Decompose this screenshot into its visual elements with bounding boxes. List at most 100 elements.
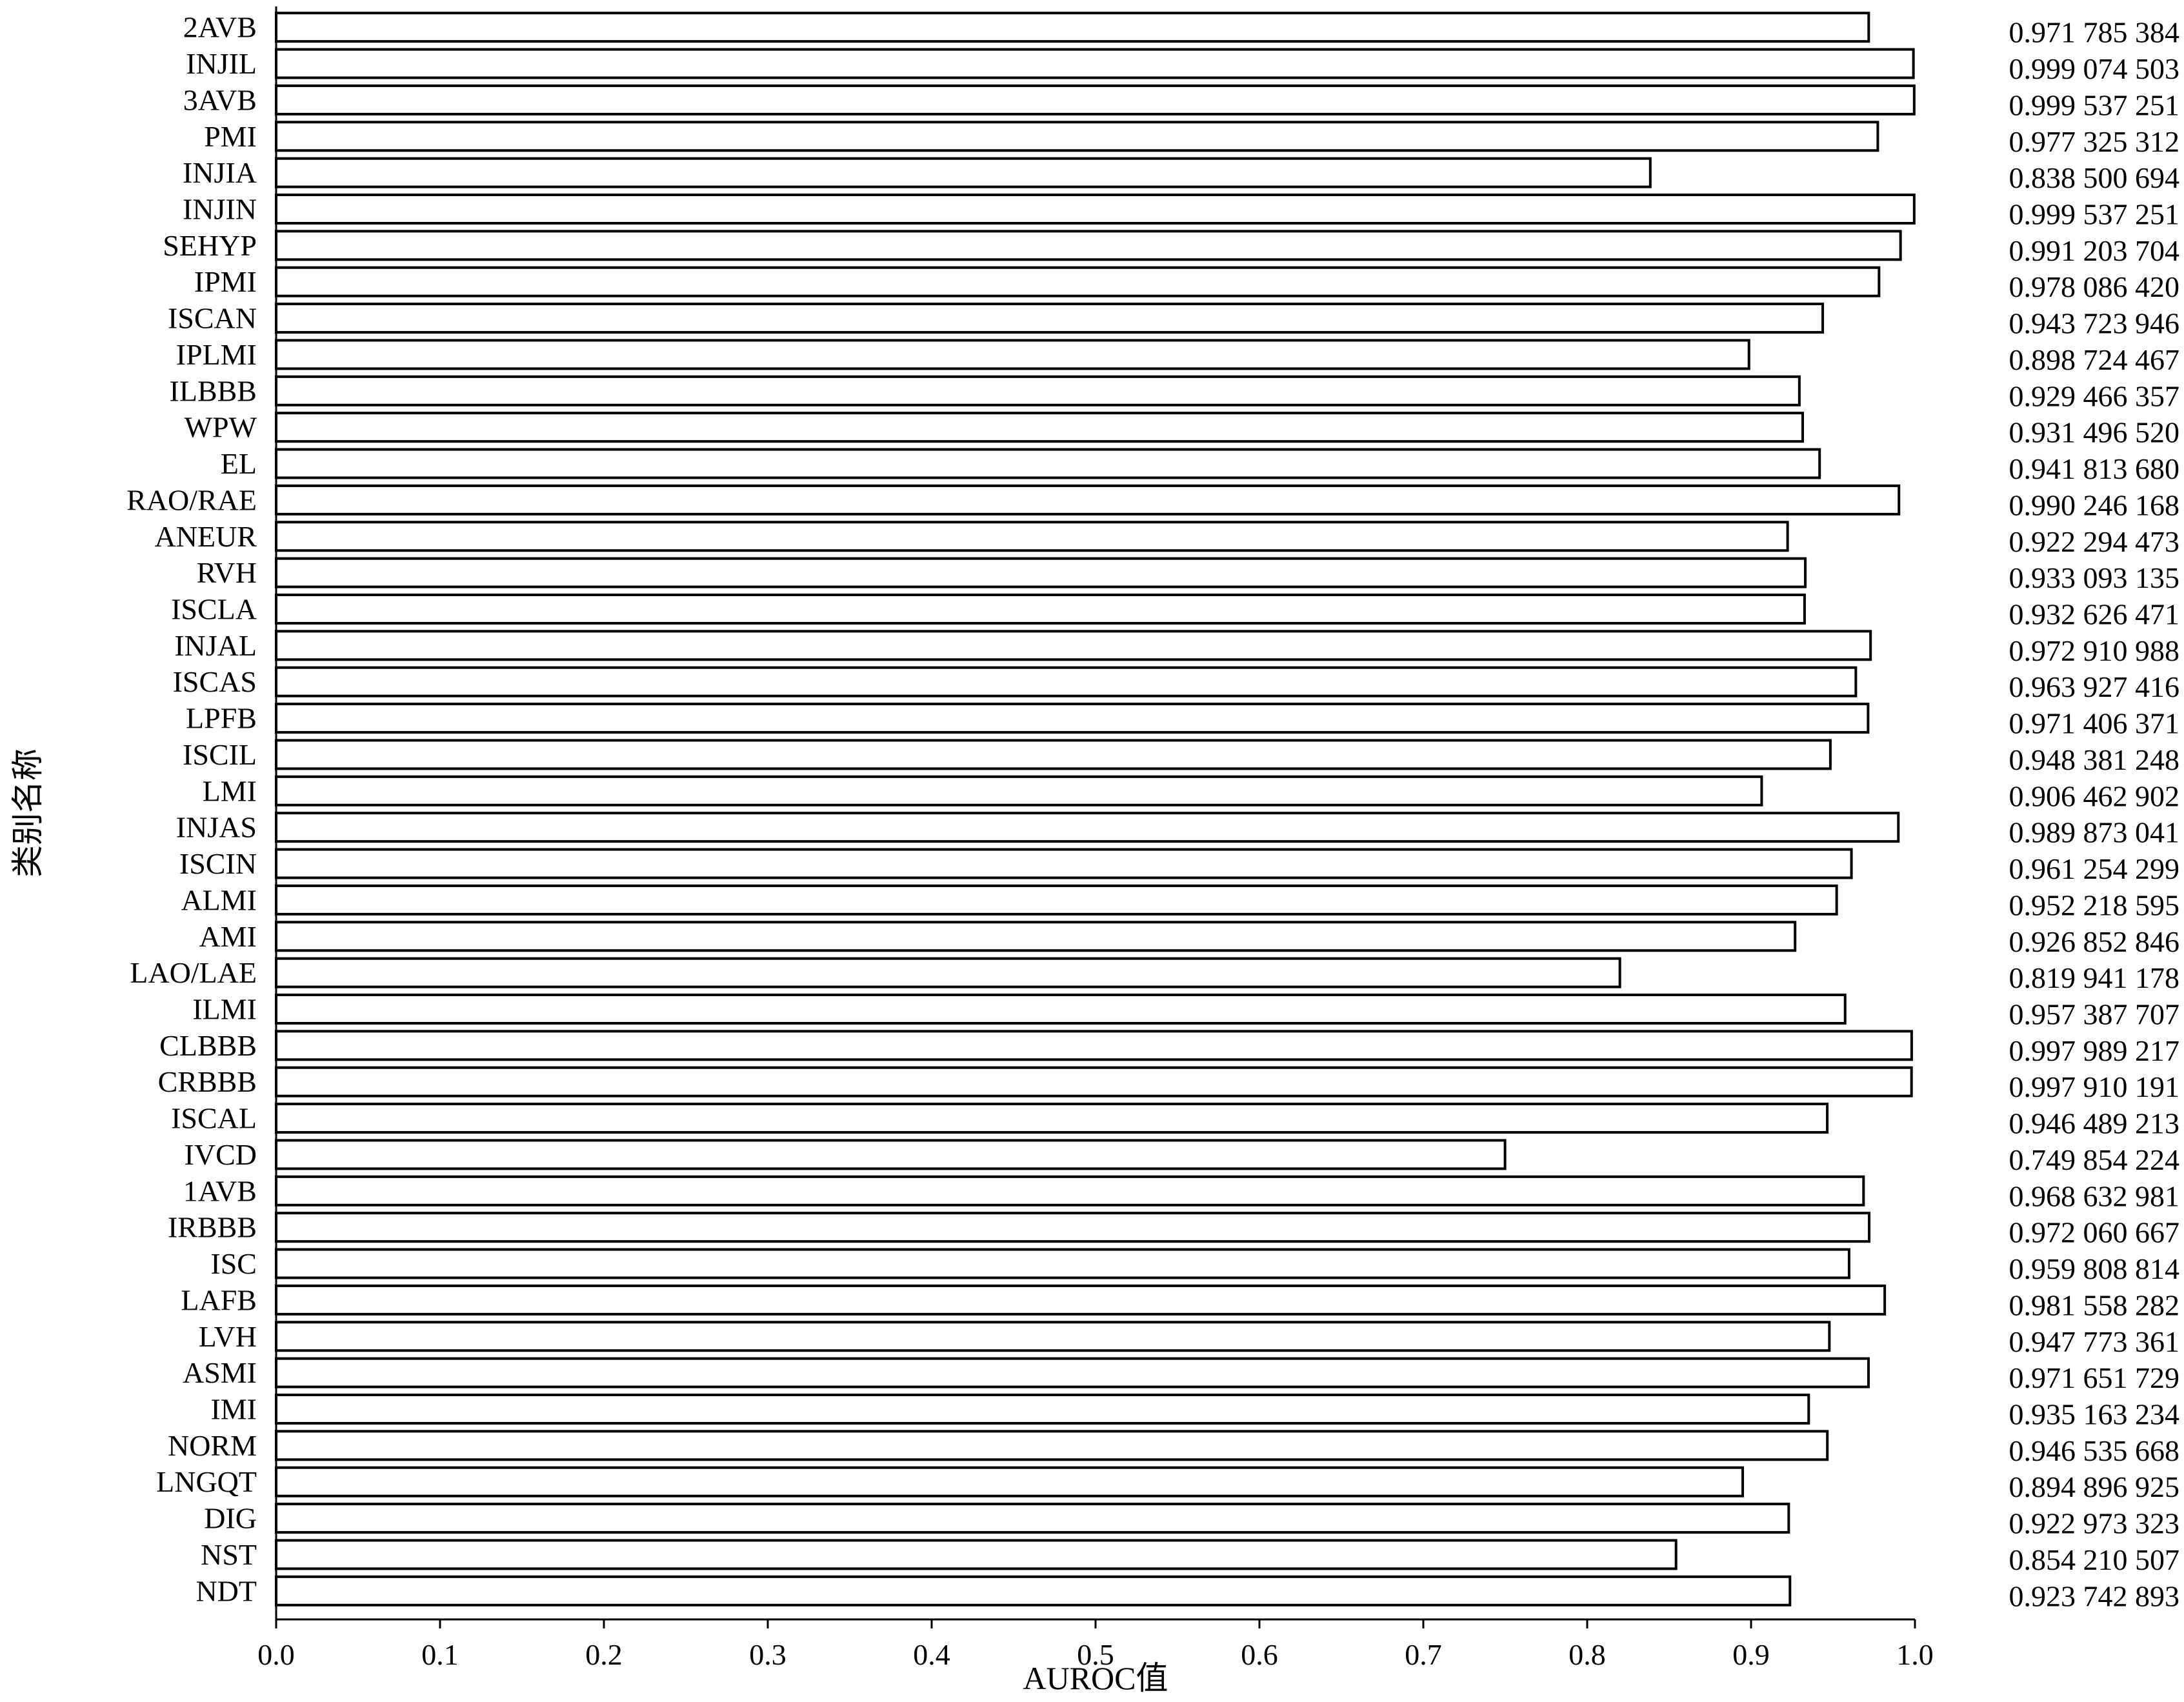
bar (275, 1030, 1913, 1061)
x-tick-label: 0.3 (749, 1638, 786, 1671)
x-tick-label: 0.2 (585, 1638, 623, 1671)
bar (275, 12, 1870, 43)
bar (275, 557, 1807, 588)
x-tick-label: 0.6 (1241, 1638, 1278, 1671)
x-tick-label: 0.8 (1568, 1638, 1606, 1671)
category-label: IMI (210, 1393, 257, 1426)
x-tick-label: 0.5 (1077, 1638, 1114, 1671)
category-label: ALMI (181, 883, 257, 916)
bar (275, 812, 1900, 843)
bar (275, 594, 1806, 625)
x-axis: 0.0 0.1 0.2 0.3 0.4 0.5 0.6 0.7 0.8 0.9 1.0 (257, 6, 1934, 1671)
value-label: 0.977 325 312 (2009, 125, 2180, 158)
category-label: RVH (197, 556, 257, 589)
bar (275, 48, 1915, 79)
bar (275, 957, 1621, 988)
value-label: 0.978 086 420 (2009, 270, 2180, 303)
category-label: 1AVB (183, 1174, 257, 1207)
bar (275, 157, 1652, 188)
value-label: 0.971 785 384 (2009, 16, 2180, 49)
category-label: ILBBB (170, 374, 257, 407)
bar (275, 121, 1879, 152)
bar (275, 1430, 1829, 1461)
category-label: CLBBB (159, 1029, 257, 1062)
category-label: ISCAL (171, 1102, 257, 1135)
category-label: ISCIN (179, 847, 257, 880)
value-label: 0.961 254 299 (2009, 852, 2180, 885)
bar (275, 921, 1797, 952)
value-label: 0.894 896 925 (2009, 1470, 2180, 1503)
bar (275, 375, 1801, 406)
bar (275, 1103, 1829, 1134)
x-tick-label: 0.7 (1405, 1638, 1442, 1671)
category-label: DIG (204, 1502, 257, 1535)
value-label: 0.972 060 667 (2009, 1216, 2180, 1249)
value-label: 0.946 489 213 (2009, 1107, 2180, 1140)
bar (275, 1248, 1850, 1279)
bar (275, 1575, 1792, 1607)
category-label: PMI (204, 120, 257, 153)
category-label: LNGQT (156, 1465, 257, 1498)
value-label: 0.906 462 902 (2009, 779, 2180, 812)
value-label: 0.963 927 416 (2009, 670, 2180, 703)
category-label: INJIL (186, 47, 257, 80)
bar (275, 303, 1825, 334)
category-label: IRBBB (168, 1211, 257, 1244)
bar (275, 230, 1902, 261)
value-label: 0.941 813 680 (2009, 452, 2180, 485)
category-label: ISCAS (173, 665, 257, 698)
value-label: 0.947 773 361 (2009, 1325, 2180, 1358)
category-label: EL (221, 447, 257, 480)
category-label: 3AVB (183, 83, 257, 116)
bar (275, 630, 1872, 661)
x-tick-label: 0.1 (421, 1638, 459, 1671)
bar (275, 448, 1821, 479)
value-label: 0.922 294 473 (2009, 525, 2180, 558)
bar (275, 412, 1805, 443)
value-label: 0.819 941 178 (2009, 961, 2180, 994)
bar (275, 1175, 1865, 1206)
category-label: INJAL (174, 629, 257, 662)
bar (275, 484, 1901, 516)
category-label: 2AVB (183, 11, 257, 44)
category-label: NORM (168, 1429, 257, 1462)
category-label: RAO/RAE (126, 483, 257, 516)
value-label: 0.929 466 357 (2009, 379, 2180, 412)
category-label: ILMI (192, 993, 257, 1026)
bar (275, 521, 1789, 552)
category-label: NST (201, 1538, 257, 1571)
value-label: 0.971 651 729 (2009, 1361, 2180, 1394)
value-label: 0.981 558 282 (2009, 1288, 2180, 1321)
category-label: LPFB (186, 702, 257, 735)
category-label: WPW (185, 411, 257, 444)
bar (275, 84, 1916, 115)
category-label: ISCAN (168, 302, 257, 335)
value-label: 0.926 852 846 (2009, 925, 2180, 958)
bar (275, 339, 1750, 370)
category-label: LMI (203, 774, 257, 807)
bar (275, 1321, 1831, 1352)
bar (275, 1066, 1913, 1097)
value-label: 0.931 496 520 (2009, 416, 2180, 449)
bar (275, 1503, 1790, 1534)
category-label: LVH (199, 1320, 257, 1353)
value-label: 0.991 203 704 (2009, 234, 2180, 267)
category-label: ISCLA (171, 593, 257, 626)
bar (275, 1212, 1871, 1243)
category-label: SEHYP (163, 229, 257, 262)
category-label: NDT (195, 1574, 257, 1607)
value-label: 0.935 163 234 (2009, 1398, 2180, 1431)
category-label: ASMI (183, 1356, 257, 1389)
value-label: 0.989 873 041 (2009, 816, 2180, 849)
value-label: 0.972 910 988 (2009, 634, 2180, 667)
value-label: 0.968 632 981 (2009, 1179, 2180, 1212)
category-label: INJIN (183, 193, 257, 226)
value-label: 0.922 973 323 (2009, 1507, 2180, 1540)
bar (275, 848, 1853, 879)
bar (275, 775, 1763, 806)
category-label: INJIA (183, 156, 257, 189)
bar (275, 739, 1832, 770)
value-label: 0.854 210 507 (2009, 1543, 2180, 1576)
